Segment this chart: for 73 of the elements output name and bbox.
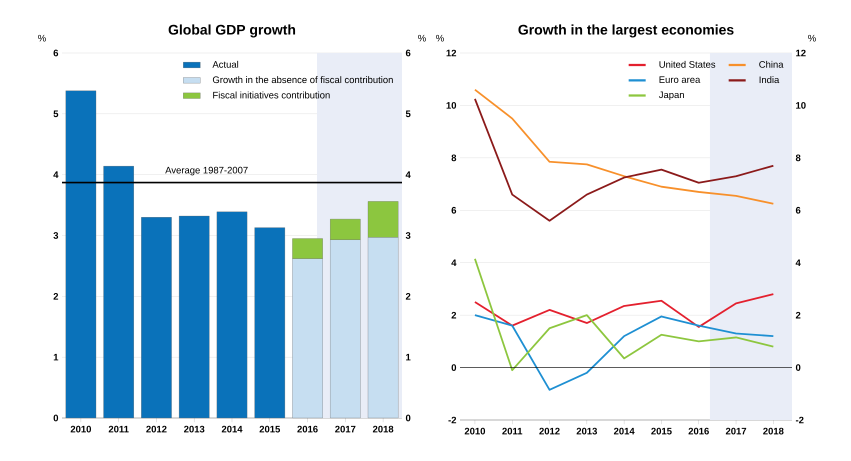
y2-tick-label: 0: [796, 364, 800, 371]
y2-tick-label: 2: [796, 312, 800, 318]
x-tick-label: 2015: [651, 428, 672, 434]
x-tick-label: 2016: [688, 428, 709, 434]
x-tick-label: 2016: [297, 426, 318, 432]
bar: [103, 166, 134, 418]
y2-tick-label: 6: [796, 206, 800, 214]
y2-axis-title: %: [808, 34, 816, 42]
y-tick-label: 6: [452, 206, 456, 214]
line-series: [474, 88, 774, 205]
x-tick-label: 2017: [335, 426, 356, 432]
chart-title: Growth in the largest economies: [518, 24, 734, 38]
x-tick-label: 2014: [614, 428, 635, 434]
line-series: [474, 258, 774, 372]
y2-tick-label: 1: [406, 354, 411, 360]
legend-label: Japan: [658, 92, 684, 100]
y-tick-label: 5: [54, 110, 58, 118]
x-tick-label: 2013: [576, 428, 598, 434]
bar: [178, 216, 210, 418]
y-tick-label: 2: [54, 293, 58, 300]
y2-tick-label: -2: [796, 416, 804, 424]
y2-axis-title: %: [418, 34, 426, 42]
y-tick-label: 8: [452, 154, 456, 162]
y-tick-label: 0: [452, 364, 456, 371]
x-tick-label: 2011: [502, 428, 522, 434]
legend-label: Fiscal initiatives contribution: [213, 92, 330, 98]
y-tick-label: 4: [53, 171, 58, 178]
line-series: [474, 314, 774, 391]
y2-tick-label: 5: [406, 110, 411, 118]
y2-tick-label: 3: [406, 232, 410, 239]
bar: [66, 90, 96, 418]
legend-label: China: [759, 60, 784, 68]
y-tick-label: 3: [53, 232, 58, 239]
y2-tick-label: 8: [796, 154, 800, 162]
y2-tick-label: 2: [406, 293, 410, 300]
x-tick-label: 2018: [763, 428, 784, 434]
ref-line-label: Average 1987-2007: [165, 166, 248, 176]
y-axis-title: %: [436, 34, 444, 42]
chart-title: Global GDP growth: [168, 24, 296, 38]
x-tick-label: 2018: [372, 426, 394, 432]
line-series: [474, 293, 774, 328]
bar: [216, 212, 248, 418]
x-tick-label: 2012: [539, 428, 560, 434]
x-tick-label: 2013: [184, 426, 204, 432]
x-tick-label: 2017: [726, 428, 746, 434]
y2-tick-label: 12: [796, 50, 806, 56]
y2-tick-label: 0: [406, 414, 410, 422]
x-tick-label: 2010: [464, 428, 486, 434]
y-tick-label: 12: [446, 50, 456, 56]
y2-tick-label: 10: [796, 102, 806, 109]
legend-label: Euro area: [660, 76, 700, 83]
bar: [141, 217, 172, 418]
bar: [254, 227, 286, 418]
x-tick-label: 2015: [260, 426, 280, 432]
y-tick-label: 1: [54, 354, 58, 360]
y-tick-label: 0: [54, 414, 58, 422]
legend-label: Actual: [212, 60, 238, 68]
legend-label: United States: [660, 60, 716, 68]
legend-label: Growth in the absence of fiscal contribution: [212, 76, 393, 84]
x-tick-label: 2012: [146, 426, 167, 432]
y-tick-label: -2: [448, 416, 456, 424]
y2-tick-label: 4: [406, 171, 411, 178]
y-tick-label: 2: [452, 312, 456, 318]
y2-tick-label: 6: [406, 50, 410, 56]
y2-tick-label: 4: [796, 259, 801, 266]
x-tick-label: 2010: [70, 426, 92, 432]
y-tick-label: 10: [446, 102, 456, 109]
x-tick-label: 2011: [108, 426, 129, 432]
y-tick-label: 4: [451, 259, 456, 266]
y-axis-title: %: [38, 34, 46, 42]
x-tick-label: 2014: [222, 426, 242, 432]
legend-label: India: [760, 76, 780, 84]
y-tick-label: 6: [54, 50, 58, 56]
